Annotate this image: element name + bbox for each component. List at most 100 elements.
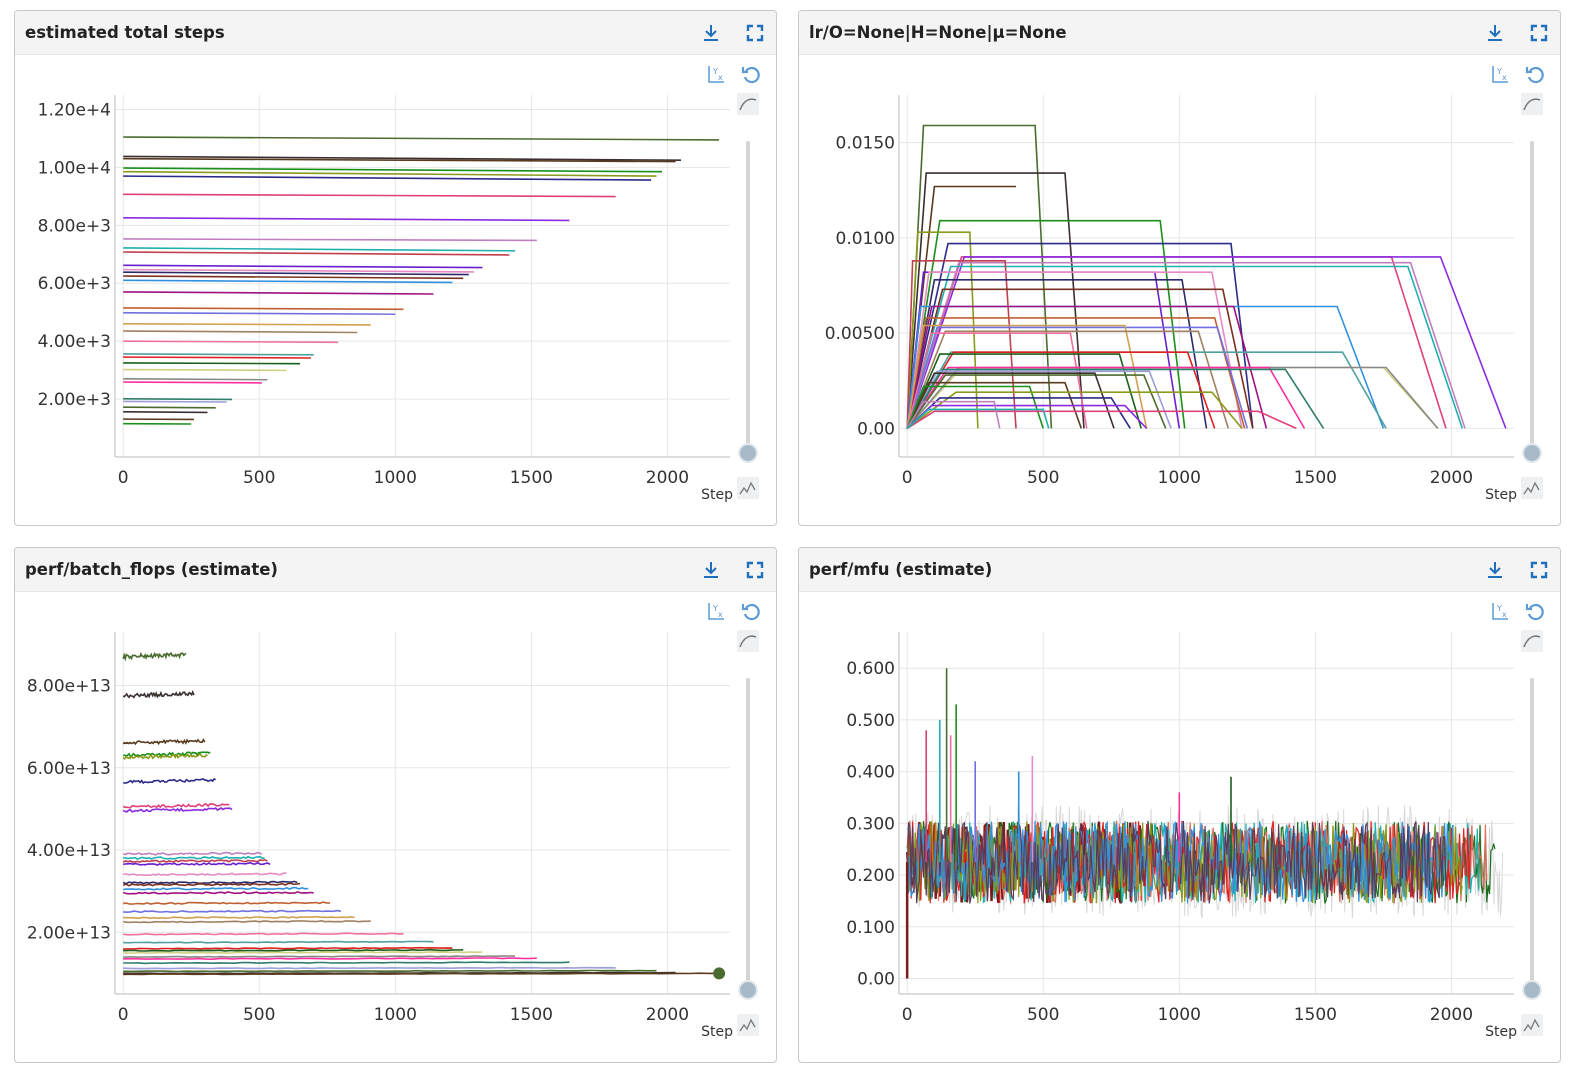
series-line [122,803,230,809]
series-line [123,932,404,936]
series-line [123,940,434,944]
smoothing-slider-knob[interactable] [738,980,758,1000]
fullscreen-icon[interactable] [1526,20,1552,46]
series-line [123,946,453,950]
x-axis-label: Step [701,487,733,503]
y-tick-label: 0.200 [846,866,895,886]
smoothing-slider-track[interactable] [746,141,750,453]
grid [899,95,1514,457]
series-line [123,291,434,295]
series-line [122,880,298,885]
download-icon[interactable] [698,20,724,46]
series-line [123,851,263,856]
series-line [906,271,1243,429]
smoothing-curve-icon[interactable] [737,93,759,115]
series-line [122,753,208,760]
reset-icon[interactable] [1522,598,1548,624]
series-line [906,326,1249,429]
series-line [123,330,358,334]
series-line [123,951,483,954]
smoothing-slider-track[interactable] [1530,678,1534,990]
series-line [906,288,1254,429]
series-line [906,820,1447,904]
outlier-icon[interactable] [1521,477,1543,499]
series-line [123,193,616,198]
series-line [906,351,1387,429]
x-tick-label: 2000 [1430,1005,1473,1025]
download-icon[interactable] [1482,20,1508,46]
panel-title: perf/batch_flops (estimate) [25,560,278,579]
y-tick-label: 6.00e+3 [38,274,111,294]
series-line [122,651,187,662]
chart-learning-rate: 0 500 1000 1500 2000 0.00 0.00500 0.0100 0.0150 S… [825,95,1517,503]
fullscreen-icon[interactable] [1526,557,1552,583]
reset-icon[interactable] [738,598,764,624]
x-tick-label: 1000 [374,468,417,488]
series-line [123,175,652,181]
smoothing-slider-track[interactable] [1530,141,1534,453]
x-tick-label: 2000 [646,1005,689,1025]
outlier-icon[interactable] [737,1014,759,1036]
fullscreen-icon[interactable] [742,557,768,583]
fullscreen-icon[interactable] [742,20,768,46]
series-line [906,368,1325,429]
series-line [122,890,314,895]
series-line [906,278,1208,429]
svg-text:x: x [718,73,723,82]
reset-icon[interactable] [1522,61,1548,87]
x-tick-label: 1000 [374,1005,417,1025]
series-line [123,406,216,409]
series-line [122,859,268,864]
x-tick-label: 1500 [1294,1005,1337,1025]
y-tick-label: 0.0100 [836,229,895,249]
svg-text:x: x [1502,610,1507,619]
series-line [906,256,1447,429]
y-tick-label: 0.00500 [825,324,895,344]
outlier-icon[interactable] [1521,1014,1543,1036]
series-line [123,268,475,273]
series-line [123,155,682,161]
svg-text:Y: Y [712,67,718,76]
y-tick-label: 2.00e+3 [38,390,111,410]
smoothing-slider-knob[interactable] [738,443,758,463]
series-line [123,167,663,173]
outlier-icon[interactable] [737,477,759,499]
y-tick-label: 8.00e+3 [38,216,111,236]
reset-icon[interactable] [738,61,764,87]
y-tick-label: 0.300 [846,814,895,834]
series-line [123,217,570,222]
series-line [906,820,1463,904]
download-icon[interactable] [698,557,724,583]
smoothing-slider-knob[interactable] [1522,443,1542,463]
series-line [906,332,1088,429]
y-tick-label: 4.00e+3 [38,332,111,352]
download-icon[interactable] [1482,557,1508,583]
series-line [123,356,311,359]
panel-header: perf/batch_flops (estimate) [15,548,776,592]
y-tick-label: 0.00 [857,969,895,989]
smoothing-slider-knob[interactable] [1522,980,1542,1000]
smoothing-curve-icon[interactable] [1521,93,1543,115]
series-line [123,322,371,326]
x-tick-label: 0 [902,468,913,488]
x-tick-label: 1000 [1158,1005,1201,1025]
series-line [123,279,453,284]
smoothing-slider-track[interactable] [746,678,750,990]
smoothing-curve-icon[interactable] [737,630,759,652]
x-tick-label: 500 [243,1005,275,1025]
y-tick-label: 2.00e+13 [27,923,111,943]
x-tick-label: 0 [118,468,129,488]
series-line [906,261,1466,429]
series-line [906,366,1306,429]
smoothing-curve-icon[interactable] [1521,630,1543,652]
series-line [123,362,301,365]
series-line [123,136,720,141]
y-tick-label: 0.400 [846,763,895,783]
series-line [123,381,262,384]
series-line [123,251,510,256]
